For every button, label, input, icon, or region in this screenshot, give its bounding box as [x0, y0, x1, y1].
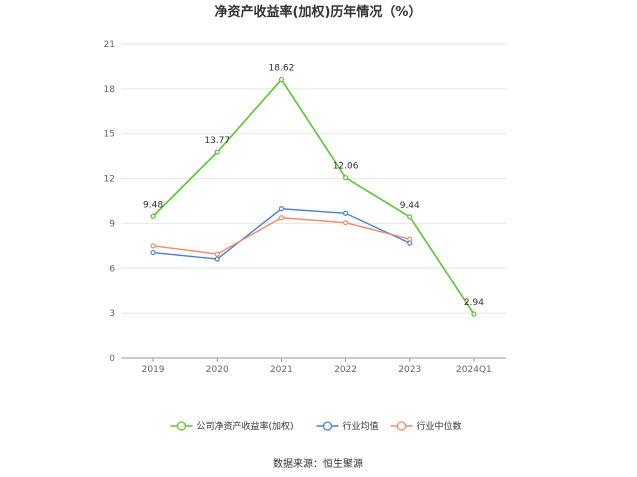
x-tick-label-2019: 2019 — [142, 365, 165, 375]
legend-label-0: 公司净资产收益率(加权) — [197, 420, 294, 432]
series-line-0 — [152, 78, 475, 315]
legend-swatch-marker-1 — [322, 421, 333, 431]
point-s0-2019 — [150, 213, 156, 219]
data-label-2019: 9.48 — [143, 200, 163, 210]
point-s0-2020 — [214, 149, 220, 155]
legend-item-2[interactable]: 行业中位数 — [390, 420, 462, 432]
point-s2-2019 — [150, 243, 156, 249]
data-label-2021: 18.62 — [269, 64, 295, 74]
legend-item-1[interactable]: 行业均值 — [316, 420, 379, 432]
legend-label-1: 行业均值 — [343, 420, 379, 432]
legend[interactable]: 公司净资产收益率(加权) 行业均值 行业中位数 — [170, 420, 462, 432]
chart-title: 净资产收益率(加权)历年情况（%） — [215, 4, 422, 20]
legend-item-0[interactable]: 公司净资产收益率(加权) — [170, 420, 294, 432]
point-s2-2020 — [214, 251, 220, 257]
y-tick-label-21: 21 — [104, 40, 115, 50]
legend-label-2: 行业中位数 — [417, 420, 462, 432]
legend-swatch-marker-0 — [176, 421, 187, 431]
x-tick-label-2024Q1: 2024Q1 — [456, 365, 492, 375]
y-tick-label-9: 9 — [109, 219, 115, 229]
x-axis: 2019 2020 2021 2022 2023 2024Q1 — [121, 357, 506, 375]
y-tick-label-12: 12 — [104, 175, 115, 185]
y-axis: 0 3 6 9 12 15 18 21 — [104, 40, 116, 364]
grid — [121, 43, 506, 314]
y-tick-label-0: 0 — [109, 354, 115, 364]
data-labels: 9.48 13.77 18.62 12.06 9.44 2.94 — [143, 64, 484, 308]
point-s0-2023 — [407, 214, 413, 220]
legend-swatch-marker-2 — [396, 421, 407, 431]
point-s2-2021 — [278, 215, 285, 221]
data-label-2022: 12.06 — [333, 162, 359, 172]
point-s0-2022 — [342, 175, 349, 181]
point-s1-2020 — [214, 256, 220, 262]
data-label-2023: 9.44 — [400, 201, 420, 211]
x-tick-label-2022: 2022 — [334, 365, 357, 375]
x-tick-label-2021: 2021 — [270, 365, 293, 375]
point-s1-2021 — [278, 206, 285, 212]
point-s2-2023 — [407, 236, 413, 242]
y-tick-label-6: 6 — [109, 264, 115, 274]
point-s1-2019 — [150, 249, 156, 256]
source-note: 数据来源：恒生聚源 — [273, 457, 363, 470]
y-tick-label-3: 3 — [109, 309, 115, 319]
data-label-2024Q1: 2.94 — [464, 298, 484, 308]
x-tick-label-2023: 2023 — [398, 365, 421, 375]
series-group — [150, 76, 477, 317]
data-label-2020: 13.77 — [204, 136, 230, 146]
point-s0-2024Q1 — [471, 311, 477, 317]
point-s0-2021 — [278, 76, 285, 83]
point-s2-2022 — [342, 220, 349, 226]
point-s1-2022 — [342, 210, 349, 216]
y-tick-label-15: 15 — [104, 130, 115, 140]
x-tick-label-2020: 2020 — [206, 365, 229, 375]
point-s1-2023 — [407, 240, 413, 246]
y-tick-label-18: 18 — [104, 85, 116, 95]
